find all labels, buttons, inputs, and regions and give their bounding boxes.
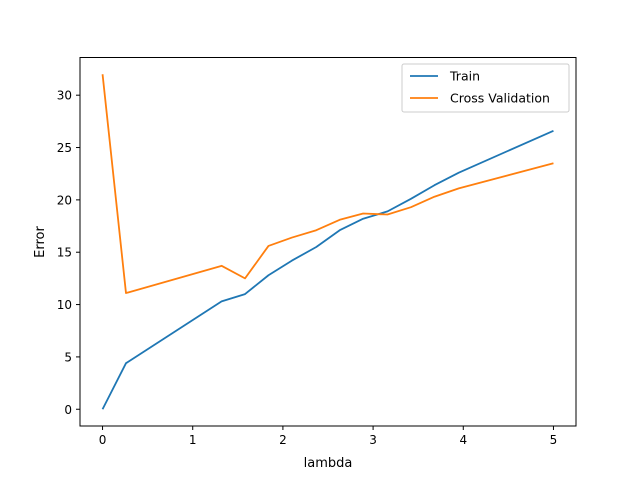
series-lines: [101, 74, 554, 410]
y-tick-label: 20: [57, 193, 72, 207]
x-axis-label: lambda: [304, 456, 353, 471]
series-line-train: [101, 129, 554, 410]
x-tick-label: 2: [279, 433, 287, 447]
x-tick-label: 4: [459, 433, 467, 447]
plot-area: [79, 57, 577, 427]
y-tick-label: 30: [57, 89, 72, 103]
legend: Train Cross Validation: [401, 63, 570, 113]
y-tick-label: 25: [57, 141, 72, 155]
y-tick-label: 10: [57, 298, 72, 312]
y-tick-label: 5: [64, 350, 72, 364]
x-tick-label: 5: [550, 433, 558, 447]
y-axis-ticks: 0 5 10 15 20 25 30: [57, 89, 80, 417]
y-tick-label: 15: [57, 246, 72, 260]
legend-box: [401, 63, 570, 113]
y-axis-label: Error: [33, 226, 48, 258]
legend-label-cross-validation: Cross Validation: [450, 91, 550, 106]
x-axis-ticks: 0 1 2 3 4 5: [99, 426, 558, 447]
x-tick-label: 1: [189, 433, 197, 447]
series-line-cross-validation: [101, 74, 554, 294]
y-tick-label: 0: [64, 403, 72, 417]
legend-label-train: Train: [449, 69, 480, 84]
x-tick-label: 0: [99, 433, 107, 447]
x-tick-label: 3: [369, 433, 377, 447]
